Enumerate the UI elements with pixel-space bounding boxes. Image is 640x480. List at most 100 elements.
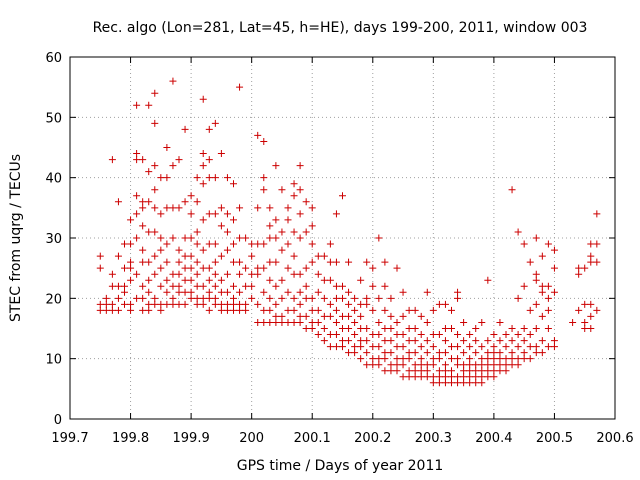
data-point-marker [133,150,141,158]
data-point-marker [163,144,171,151]
data-point-marker [181,276,189,284]
data-point-marker [139,282,147,290]
data-point-marker [332,258,340,266]
data-point-marker [538,252,546,260]
data-point-marker [254,318,262,326]
data-point-marker [363,258,371,266]
data-point-marker [290,294,298,302]
data-point-marker [217,204,225,212]
x-tick-labels: 199.7 199.8 199.9 200 200.1 200.2 200.3 200.4 20… [51,431,633,446]
data-point-marker [114,282,122,290]
data-point-marker [266,318,274,326]
data-point-marker [260,288,268,296]
data-point-marker [490,343,498,351]
data-point-marker [205,294,213,302]
data-point-marker [248,294,256,302]
data-point-marker [351,343,359,351]
data-point-marker [393,361,401,369]
data-point-marker [429,379,437,387]
data-point-marker [441,337,449,345]
data-point-marker [169,234,177,242]
y-tick-labels: 0 10 20 30 40 50 60 [45,51,62,428]
data-point-marker [151,204,159,212]
data-point-marker [332,331,340,339]
data-point-marker [108,300,116,308]
data-point-marker [284,240,292,248]
data-point-marker [399,361,407,369]
data-point-marker [320,294,328,302]
data-point-marker [169,282,177,290]
data-point-marker [211,258,219,266]
data-point-marker [205,156,213,164]
data-point-marker [248,282,256,290]
data-point-marker [157,210,165,218]
data-point-marker [175,258,183,266]
data-point-marker [441,379,449,387]
data-point-marker [351,306,359,314]
data-point-marker [441,367,449,375]
data-point-marker [296,318,304,326]
data-point-marker [145,101,153,109]
data-point-marker [435,355,443,363]
data-point-marker [381,325,389,332]
y-tick-label: 30 [45,232,62,247]
data-point-marker [332,306,340,314]
data-point-marker [520,337,528,345]
y-tick-label: 20 [45,292,62,307]
data-point-marker [133,234,141,242]
data-point-marker [96,306,104,314]
data-point-marker [538,349,546,357]
data-point-marker [193,300,201,308]
data-point-marker [302,264,310,272]
data-point-marker [296,162,304,170]
data-point-marker [387,312,395,320]
data-point-marker [544,282,552,290]
data-point-marker [526,331,534,339]
data-point-marker [332,318,340,326]
data-point-marker [351,318,359,326]
data-point-marker [151,294,159,302]
data-point-marker [593,306,601,314]
data-point-marker [121,282,128,290]
data-point-marker [127,276,135,284]
data-point-marker [290,252,298,260]
data-point-marker [175,288,183,296]
data-point-marker [381,282,389,290]
data-point-marker [435,379,443,387]
data-point-marker [345,349,353,357]
data-point-marker [211,210,219,218]
data-point-marker [248,252,256,260]
axis-ticks [69,56,616,420]
data-point-marker [290,270,298,278]
data-point-marker [423,288,431,296]
data-point-marker [163,204,171,212]
data-point-marker [308,258,316,266]
data-point-marker [496,367,504,375]
data-point-marker [375,234,383,242]
data-point-marker [532,343,540,351]
data-point-marker [199,95,207,103]
data-point-marker [339,282,346,290]
data-point-marker [181,125,189,133]
data-point-marker [417,343,425,351]
data-point-marker [514,228,522,236]
data-point-marker [108,156,116,164]
data-point-marker [496,337,504,345]
data-point-marker [272,312,280,320]
data-point-marker [399,343,407,351]
data-point-marker [199,216,207,224]
data-point-marker [242,234,250,242]
data-point-marker [375,361,383,369]
data-point-marker [581,325,589,332]
data-point-marker [357,312,365,320]
data-point-marker [181,264,189,272]
data-point-marker [466,355,474,363]
data-point-marker [496,355,504,363]
data-point-marker [496,349,504,357]
data-point-marker [181,300,189,308]
data-point-marker [254,240,262,248]
data-point-marker [502,355,510,363]
data-point-marker [363,325,371,332]
data-point-marker [484,349,492,357]
